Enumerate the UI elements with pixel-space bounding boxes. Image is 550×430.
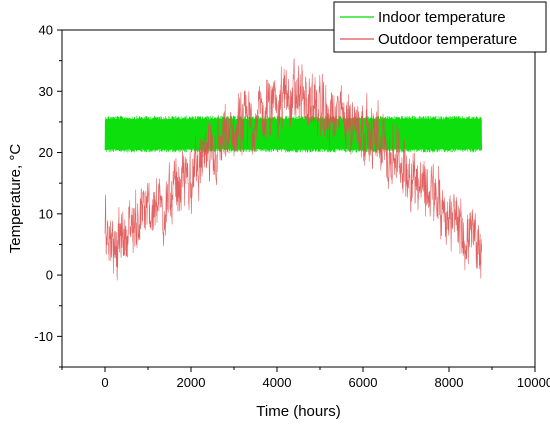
y-tick-label: 0 [46,268,53,283]
series-indoor-line [104,115,482,153]
x-tick-label: 10000 [517,375,550,390]
legend-label-indoor: Indoor temperature [378,9,506,26]
x-tick-label: 2000 [177,375,206,390]
legend-label-outdoor: Outdoor temperature [378,31,517,48]
axes-layer: 0 2000 4000 6000 8000 10000 -10 0 10 20 30 40 [34,23,550,391]
x-tick-label: 8000 [435,375,464,390]
y-tick-label: 20 [39,145,53,160]
series-layer [104,58,482,281]
series-outdoor-line [104,58,482,281]
y-tick-label: 30 [39,84,53,99]
legend-box [333,1,547,53]
legend: Indoor temperature Outdoor temperature [333,1,547,53]
y-tick-label: -10 [34,329,53,344]
y-axis-title: Temperature, °C [7,144,24,254]
x-tick-label: 6000 [349,375,378,390]
y-tick-label: 10 [39,206,53,221]
x-tick-label: 0 [101,375,108,390]
plot-frame [61,29,536,368]
x-axis-title: Time (hours) [256,403,340,420]
y-tick-label: 40 [39,23,53,38]
x-tick-label: 4000 [263,375,292,390]
